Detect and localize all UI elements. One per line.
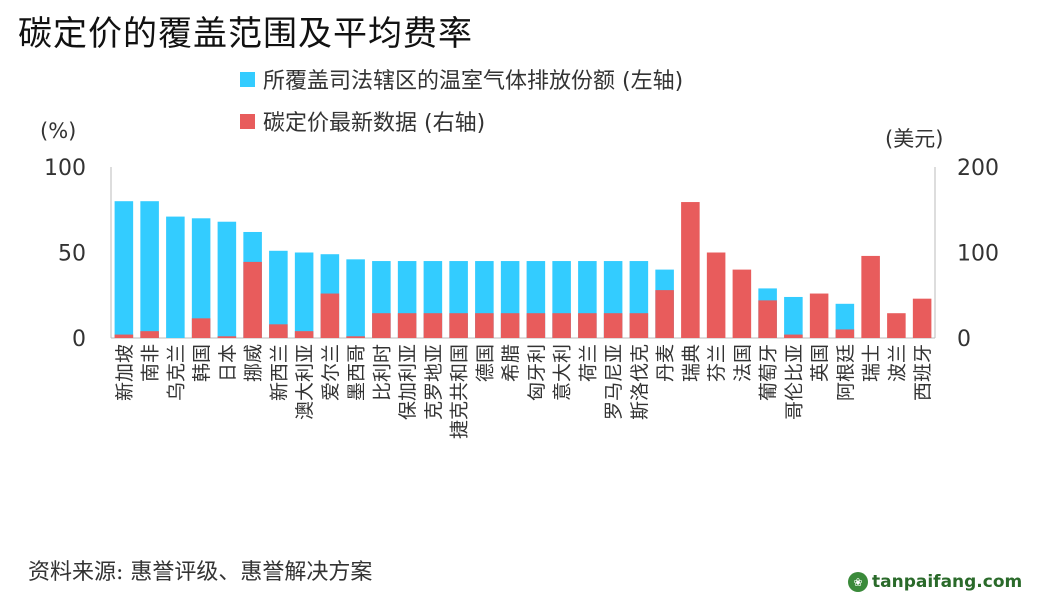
bar-price	[603, 313, 623, 338]
category-label: 希腊	[500, 344, 522, 382]
category-label: 瑞士	[861, 344, 883, 382]
category-label: 阿根廷	[835, 344, 857, 401]
category-label: 罗马尼亚	[603, 344, 625, 420]
chart-axes: 0 50 100 0 100 200 (%) (美元)	[40, 119, 999, 352]
category-label: 新加坡	[114, 344, 136, 401]
left-tick-label: 0	[72, 327, 86, 352]
category-label: 芬兰	[706, 344, 728, 382]
bar-price	[912, 298, 932, 338]
bar-coverage	[140, 201, 159, 338]
category-label: 日本	[217, 344, 239, 382]
category-label: 韩国	[191, 344, 213, 382]
category-label: 波兰	[886, 344, 908, 382]
watermark-text: tanpaifang.com	[872, 572, 1023, 592]
bar-price	[449, 313, 468, 338]
bar-price	[397, 313, 417, 338]
bar-price	[809, 293, 829, 338]
left-unit-label: (%)	[40, 119, 76, 143]
category-label: 德国	[474, 344, 496, 382]
left-tick-label: 100	[44, 156, 86, 181]
legend-label-price: 碳定价最新数据 (右轴)	[263, 111, 486, 136]
bar-price	[578, 313, 597, 338]
right-tick-label: 200	[957, 156, 999, 181]
chart-title: 碳定价的覆盖范围及平均费率	[18, 14, 473, 54]
category-label: 葡萄牙	[758, 344, 780, 401]
category-label: 挪威	[243, 344, 265, 382]
category-label: 丹麦	[655, 344, 677, 382]
category-label: 英国	[809, 344, 831, 382]
bar-price	[372, 313, 391, 338]
legend: 所覆盖司法辖区的温室气体排放份额 (左轴) 碳定价最新数据 (右轴)	[240, 58, 683, 142]
bar-coverage	[346, 259, 365, 338]
category-label: 意大利	[552, 344, 574, 401]
bar-price	[629, 313, 649, 338]
watermark-logo: ❀ tanpaifang.com	[848, 572, 1022, 592]
bar-price	[269, 324, 288, 338]
category-label: 爱尔兰	[320, 344, 342, 401]
bar-coverage	[166, 216, 185, 338]
category-label: 比利时	[371, 344, 393, 401]
right-tick-label: 100	[957, 242, 999, 267]
category-label: 哥伦比亚	[783, 344, 805, 420]
bar-price	[706, 252, 726, 338]
category-label: 墨西哥	[346, 344, 368, 401]
bar-price	[243, 261, 262, 338]
category-label: 克罗地亚	[423, 344, 445, 420]
category-label: 法国	[732, 344, 754, 382]
bar-price	[552, 313, 571, 338]
bar-price	[681, 202, 700, 338]
legend-item-price: 碳定价最新数据 (右轴)	[240, 100, 683, 142]
bar-price	[732, 269, 752, 338]
bar-price	[887, 313, 906, 338]
bar-price	[784, 334, 803, 338]
bar-price	[861, 255, 880, 338]
bar-price	[320, 293, 340, 338]
right-tick-label: 0	[957, 327, 971, 352]
legend-swatch-coverage	[240, 71, 255, 87]
legend-item-coverage: 所覆盖司法辖区的温室气体排放份额 (左轴)	[240, 58, 683, 100]
bar-price	[475, 313, 494, 338]
bar-price	[423, 313, 443, 338]
category-label: 瑞典	[680, 344, 702, 382]
bar-price	[758, 300, 777, 338]
category-label: 荷兰	[577, 344, 599, 382]
bar-price	[526, 313, 546, 338]
bar-coverage	[784, 296, 803, 338]
category-labels: 新加坡 南非 乌克兰 韩国 日本 挪威 新西兰 澳大利亚 爱尔兰 墨西哥 比利时 保加利亚 克罗地亚 捷克…	[114, 344, 934, 439]
bar-price	[346, 336, 365, 338]
bar-coverage	[217, 221, 237, 338]
category-label: 南非	[140, 344, 162, 382]
source-note: 资料来源: 惠誉评级、惠誉解决方案	[28, 560, 373, 585]
legend-label-coverage: 所覆盖司法辖区的温室气体排放份额 (左轴)	[263, 69, 684, 94]
bar-coverage	[114, 201, 134, 338]
bar-price	[655, 290, 674, 338]
category-label: 澳大利亚	[294, 344, 316, 420]
bar-coverage	[294, 252, 314, 338]
bar-price	[217, 336, 237, 338]
bar-price	[191, 318, 211, 338]
bar-price	[500, 313, 520, 338]
bar-price	[114, 334, 134, 338]
category-label: 保加利亚	[397, 344, 419, 420]
category-label: 斯洛伐克	[629, 344, 651, 420]
chart-bars	[114, 201, 932, 338]
category-label: 西班牙	[912, 344, 934, 401]
category-label: 捷克共和国	[449, 344, 471, 439]
bar-price	[140, 331, 159, 338]
category-label: 新西兰	[268, 344, 290, 401]
legend-swatch-price	[240, 113, 255, 129]
left-tick-label: 50	[58, 242, 86, 267]
category-label: 乌克兰	[165, 344, 187, 401]
bar-price	[294, 331, 314, 338]
bar-coverage	[269, 250, 288, 338]
bar-coverage	[191, 218, 211, 338]
category-label: 匈牙利	[526, 344, 548, 401]
bar-price	[835, 329, 855, 338]
right-unit-label: (美元)	[885, 127, 943, 151]
leaf-icon: ❀	[848, 572, 868, 592]
